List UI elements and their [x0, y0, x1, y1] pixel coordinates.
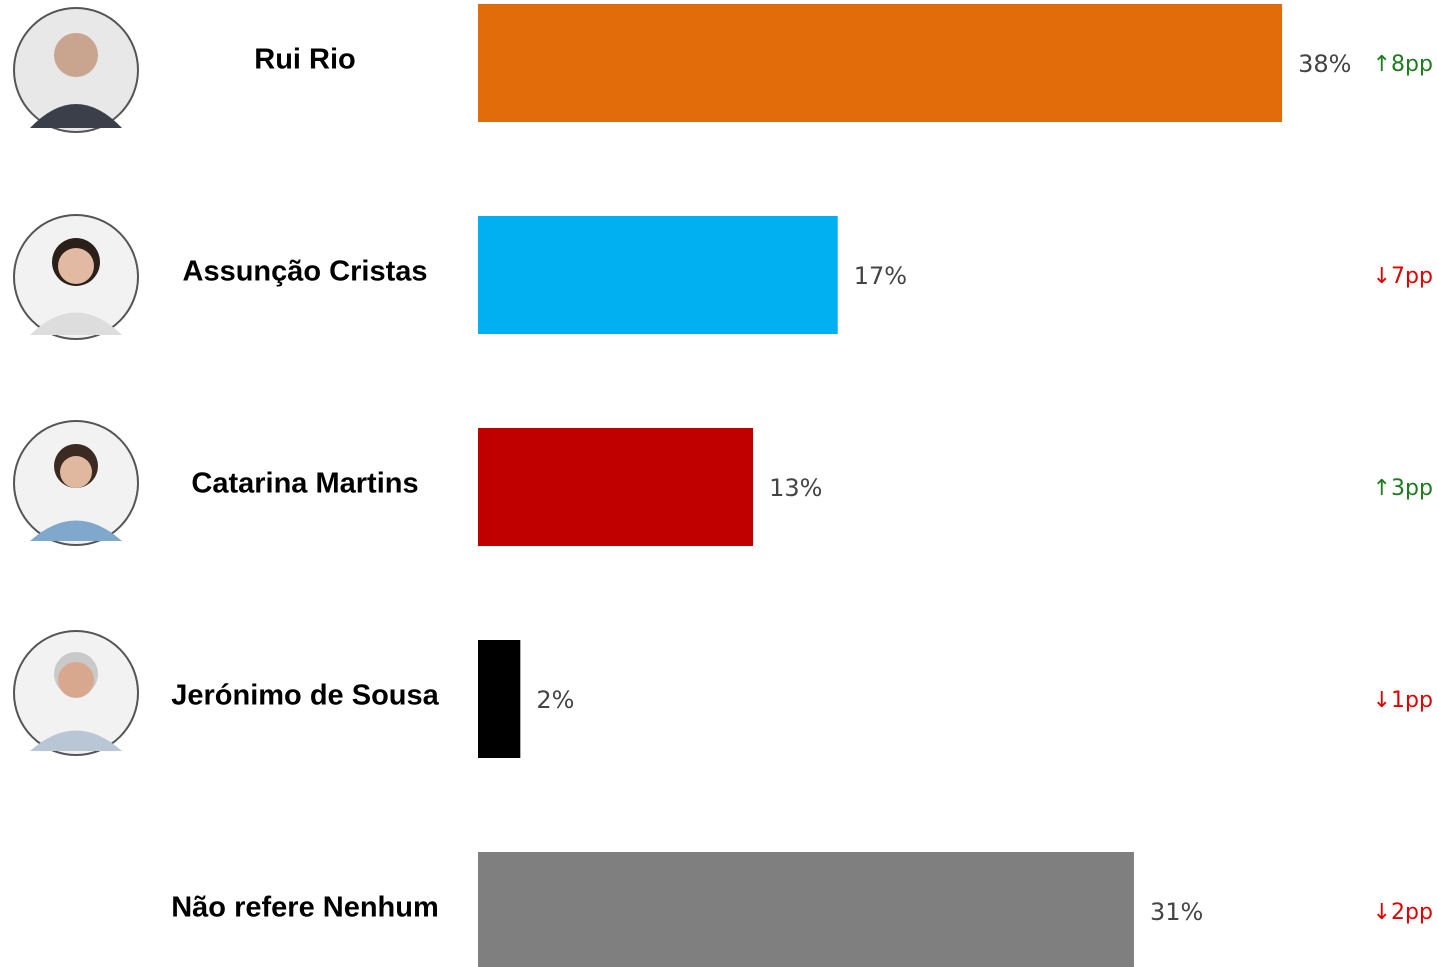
category-label: Catarina Martins — [191, 468, 418, 500]
bar — [478, 4, 1283, 122]
change-label: ↓7pp — [1373, 264, 1433, 289]
category-label: Não refere Nenhum — [171, 892, 439, 924]
value-label: 2% — [536, 686, 574, 714]
portrait — [13, 420, 139, 546]
portrait — [13, 7, 139, 133]
value-label: 13% — [769, 474, 822, 502]
change-label: ↓1pp — [1373, 688, 1433, 713]
bar — [478, 640, 521, 758]
bar — [478, 428, 754, 546]
bar — [478, 216, 838, 334]
change-label: ↑8pp — [1373, 52, 1433, 77]
change-label: ↓2pp — [1373, 900, 1433, 925]
portraits — [13, 7, 139, 756]
category-label: Assunção Cristas — [183, 256, 428, 288]
value-label: 17% — [854, 262, 907, 290]
change-label: ↑3pp — [1373, 476, 1433, 501]
category-label: Rui Rio — [254, 44, 356, 76]
portrait — [13, 630, 139, 756]
value-label: 38% — [1298, 50, 1351, 78]
category-label: Jerónimo de Sousa — [171, 680, 439, 712]
portrait — [13, 214, 139, 340]
value-label: 31% — [1150, 898, 1203, 926]
bar — [478, 852, 1134, 967]
